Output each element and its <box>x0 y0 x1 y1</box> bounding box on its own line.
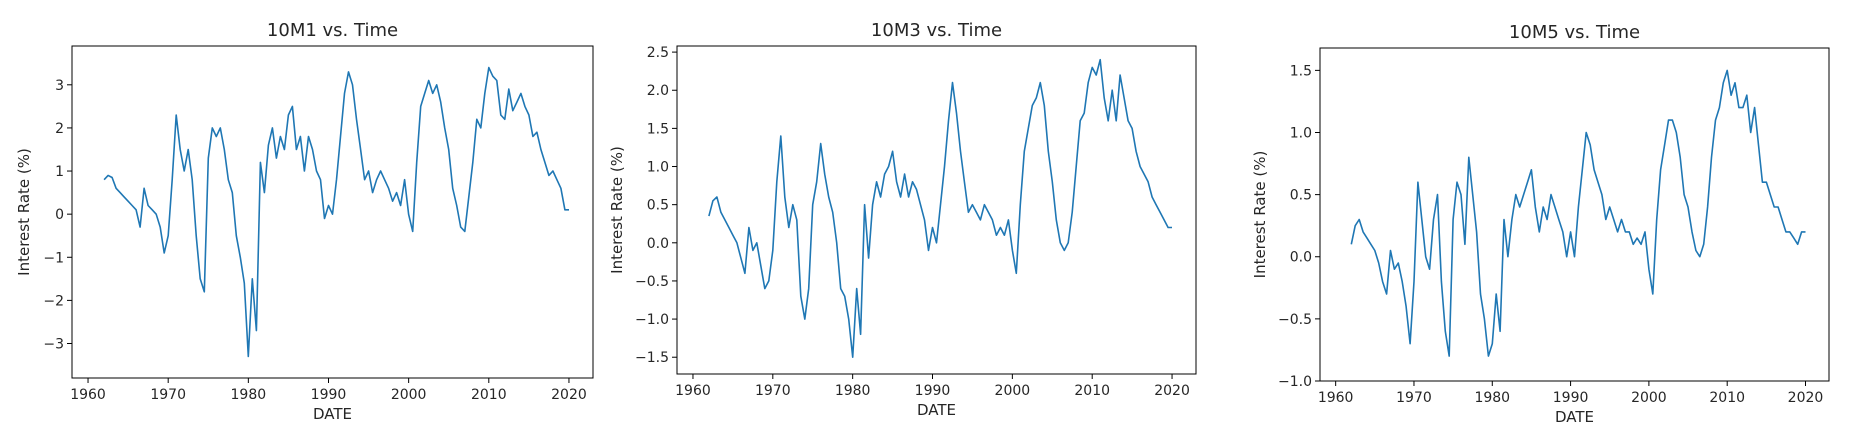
x-tick-label: 1980 <box>1474 390 1510 406</box>
x-tick-label: 1980 <box>231 387 267 403</box>
chart-title: 10M3 vs. Time <box>871 20 1002 41</box>
chart-2: 1960 1970 1980 1990 2000 2010 2020 −1.5 −1.0 −0.5… <box>608 20 1197 419</box>
y-tick-label: 0.0 <box>647 236 669 252</box>
x-tick-label: 1990 <box>915 383 951 399</box>
y-axis-label: Interest Rate (%) <box>608 146 626 274</box>
y-tick-label: 1.5 <box>1290 63 1312 79</box>
series-line-1 <box>103 66 569 358</box>
x-tick-label: 2010 <box>1709 390 1745 406</box>
y-tick-label: 2.0 <box>647 83 669 99</box>
y-tick-label: −2 <box>43 293 64 309</box>
y-tick-label: 1.0 <box>647 160 669 176</box>
series-line-1 <box>1350 69 1806 357</box>
x-tick-label: 2000 <box>1631 390 1667 406</box>
y-tick-label: 3 <box>55 78 64 94</box>
y-tick-label: 1.0 <box>1290 125 1312 141</box>
x-tick-label: 1960 <box>1318 390 1354 406</box>
x-tick-label: 1980 <box>835 383 871 399</box>
x-tick-label: 1970 <box>755 383 791 399</box>
y-tick-label: −1.5 <box>635 350 669 366</box>
x-axis-label: DATE <box>1555 408 1594 426</box>
x-tick-label: 1960 <box>70 387 106 403</box>
plot-frame <box>676 45 1197 375</box>
y-tick-label: −1 <box>43 250 64 266</box>
y-tick-label: 1.5 <box>647 121 669 137</box>
series-line-1 <box>708 58 1172 358</box>
x-tick-label: 2020 <box>1788 390 1824 406</box>
y-tick-label: −0.5 <box>635 274 669 290</box>
plot-frame <box>1319 47 1830 382</box>
x-tick-label: 2010 <box>471 387 507 403</box>
y-axis-label: Interest Rate (%) <box>1251 151 1269 279</box>
x-tick-label: 1990 <box>1553 390 1589 406</box>
y-tick-label: 0 <box>55 207 64 223</box>
x-tick-label: 1970 <box>1396 390 1432 406</box>
chart-title: 10M1 vs. Time <box>267 20 398 41</box>
y-tick-label: 2.5 <box>647 45 669 61</box>
y-tick-label: −3 <box>43 337 64 353</box>
x-tick-label: 2020 <box>551 387 587 403</box>
x-axis-label: DATE <box>313 405 352 423</box>
x-tick-label: 1970 <box>150 387 186 403</box>
y-tick-label: 2 <box>55 121 64 137</box>
y-tick-label: −1.0 <box>635 312 669 328</box>
y-tick-label: 0.5 <box>647 198 669 214</box>
chart-1: 1960 1970 1980 1990 2000 2010 2020 −3 −2 −1 0 1 2 3 10… <box>15 20 594 423</box>
x-axis-label: DATE <box>917 401 956 419</box>
x-tick-label: 1960 <box>675 383 711 399</box>
x-tick-label: 2010 <box>1074 383 1110 399</box>
plot-frame <box>71 45 594 379</box>
x-tick-label: 2020 <box>1154 383 1190 399</box>
x-tick-label: 2000 <box>391 387 427 403</box>
chart-3: 1960 1970 1980 1990 2000 2010 2020 −1.0 −0.5 0.0 0… <box>1251 22 1830 426</box>
x-tick-label: 1990 <box>311 387 347 403</box>
y-tick-label: −0.5 <box>1278 312 1312 328</box>
y-tick-label: −1.0 <box>1278 374 1312 390</box>
x-tick-label: 2000 <box>995 383 1031 399</box>
y-tick-label: 1 <box>55 164 64 180</box>
y-tick-label: 0.5 <box>1290 188 1312 204</box>
y-axis-label: Interest Rate (%) <box>15 148 33 276</box>
chart-title: 10M5 vs. Time <box>1509 22 1640 43</box>
y-tick-label: 0.0 <box>1290 250 1312 266</box>
